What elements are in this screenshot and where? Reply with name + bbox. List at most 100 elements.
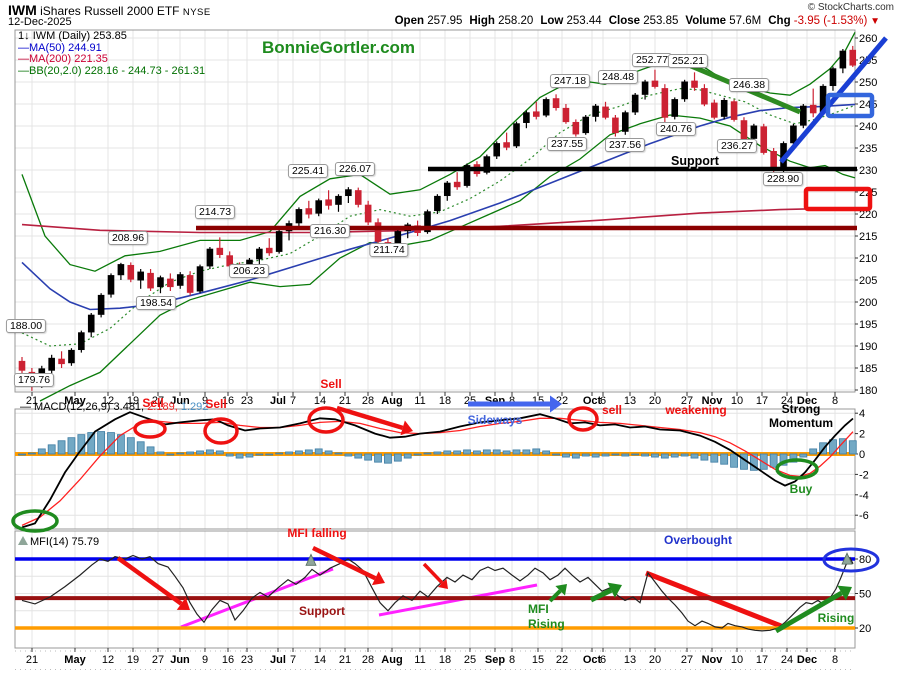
support-label-main: Support xyxy=(671,154,719,168)
legend-ma50: —MA(50) 244.91 xyxy=(18,41,102,54)
macd-histogram-bar xyxy=(275,452,284,455)
macd-histogram-bar xyxy=(146,446,155,455)
axis-label: Oct xyxy=(583,395,602,407)
axis-label: Aug xyxy=(381,654,402,666)
candle xyxy=(612,117,619,134)
security-name: iShares Russell 2000 ETF xyxy=(40,4,180,18)
macd-histogram-bar xyxy=(186,451,195,455)
macd-histogram-bar xyxy=(255,453,264,456)
rising-label: Rising xyxy=(817,611,855,625)
candle xyxy=(532,111,540,117)
candle xyxy=(621,112,629,132)
macd-histogram-bar xyxy=(611,453,620,456)
axis-label: 9 xyxy=(202,654,208,666)
macd-histogram-bar xyxy=(720,453,729,465)
axis-label: 27 xyxy=(152,395,164,407)
axis-label: 210 xyxy=(859,253,877,265)
candle xyxy=(463,165,471,186)
macd-legend: — MACD(12,26,9) 3.481, 2.189, 1.292 xyxy=(20,401,209,413)
mfi-down-arrow-3-head xyxy=(437,578,448,589)
candle xyxy=(849,49,857,66)
candle xyxy=(542,99,550,116)
macd-histogram-bar xyxy=(413,453,422,456)
mfi-down-arrow-1-head xyxy=(176,597,190,610)
macd-histogram-bar xyxy=(848,440,857,455)
price-callout-216.30: 216.30 xyxy=(309,224,351,238)
momentum-label: Momentum xyxy=(769,416,833,430)
macd-histogram-bar xyxy=(364,453,373,461)
price-callout-188.00: 188.00 xyxy=(5,319,47,333)
candle xyxy=(562,107,570,123)
mfi-peak-marker xyxy=(305,553,317,566)
macd-histogram-bar xyxy=(384,453,392,464)
axis-label: 28 xyxy=(362,654,374,666)
candle xyxy=(829,68,837,87)
exchange-label: NYSE xyxy=(182,7,211,18)
candle xyxy=(651,80,659,87)
axis-label: 250 xyxy=(859,77,877,89)
axis-label: Nov xyxy=(702,395,724,407)
candle xyxy=(671,99,679,117)
axis-label: 6 xyxy=(600,395,606,407)
mfi-overbought-circle xyxy=(822,547,880,573)
candle xyxy=(800,105,807,126)
price-callout-236.27: 236.27 xyxy=(716,139,758,153)
axis-label: 28 xyxy=(362,395,374,407)
mfi-rising-label-1: MFI xyxy=(528,602,549,616)
sell-circle-4 xyxy=(567,406,599,432)
macd-histogram-bar xyxy=(18,453,26,456)
candle xyxy=(345,189,352,197)
macd-histogram-bar xyxy=(57,440,66,455)
macd-down-arrow-head xyxy=(400,420,413,436)
panel-border xyxy=(14,530,856,649)
macd-sideways-arrow-head xyxy=(550,395,562,413)
axis-label: 23 xyxy=(241,654,253,666)
buy-circle-april xyxy=(11,509,59,533)
mfi-falling-label: MFI falling xyxy=(287,526,347,540)
axis-label: 215 xyxy=(859,231,877,243)
sideways-label: Sideways xyxy=(467,413,523,427)
macd-histogram-bar xyxy=(423,452,432,455)
macd-histogram-bar xyxy=(651,453,659,458)
axis-label: 12 xyxy=(102,654,114,666)
change-down-caret: ▼ xyxy=(867,16,880,27)
mfi-legend: MFI(14) 75.79 xyxy=(18,536,99,548)
price-callout-211.74: 211.74 xyxy=(369,243,409,257)
axis-label: 260 xyxy=(859,33,877,45)
macd-histogram-bar xyxy=(37,448,46,455)
macd-histogram-bar xyxy=(621,453,630,457)
chart-type-icon: 1↓ xyxy=(18,30,30,42)
macd-histogram-bar xyxy=(126,437,135,455)
mfi-up-arrow-2-head xyxy=(607,582,622,598)
macd-histogram-bar xyxy=(670,453,679,458)
macd-histogram-bar xyxy=(631,453,640,456)
axis-label: 8 xyxy=(509,395,515,407)
candle xyxy=(78,332,85,351)
axis-label: 8 xyxy=(832,395,838,407)
quote-value: 257.95 xyxy=(424,15,463,27)
axis-label: 205 xyxy=(859,275,877,287)
candle xyxy=(147,272,154,289)
axis-label: -4 xyxy=(859,490,869,502)
axis-label: 27 xyxy=(681,654,693,666)
candle xyxy=(434,195,441,211)
candle xyxy=(256,248,263,260)
candle xyxy=(325,199,332,206)
price-callout-252.77: 252.77 xyxy=(631,53,673,67)
chart-title: IWM iShares Russell 2000 ETF NYSE xyxy=(8,2,211,18)
mfi-down-arrow-3 xyxy=(422,562,444,585)
candle xyxy=(790,125,797,144)
candle xyxy=(295,209,303,224)
macd-histogram-bar xyxy=(789,453,798,463)
copyright-label: © StockCharts.com xyxy=(807,2,894,13)
candle xyxy=(68,349,75,364)
candle xyxy=(364,204,372,223)
macd-histogram-bar xyxy=(532,448,541,455)
macd-histogram-bar xyxy=(196,450,204,455)
axis-label: 80 xyxy=(859,554,871,566)
axis-label: 21 xyxy=(26,654,38,666)
price-callout-225.41: 225.41 xyxy=(287,164,329,178)
macd-histogram-bar xyxy=(393,453,402,462)
candle xyxy=(730,101,738,120)
macd-histogram-bar xyxy=(77,434,86,455)
